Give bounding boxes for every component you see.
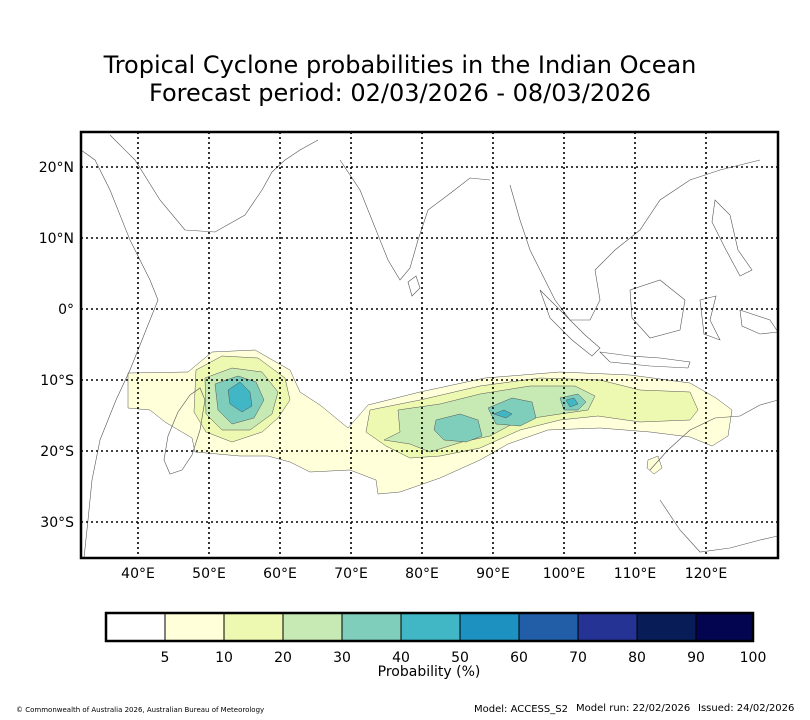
colorbar-tick: 30 [333, 650, 351, 666]
copyright-notice: © Commonwealth of Australia 2026, Austra… [16, 706, 265, 714]
lat-label: 20°N [39, 160, 74, 176]
probability-contours [127, 349, 733, 495]
madagascar-coastline [163, 387, 206, 475]
map-plot-area [81, 132, 778, 558]
colorbar-tick: 50 [451, 650, 469, 666]
lon-label: 40°E [121, 566, 155, 582]
ocean-background [81, 132, 778, 558]
lat-label: 10°N [39, 231, 74, 247]
model-name: Model: ACCESS_S2 [474, 704, 568, 715]
graticule [81, 132, 778, 558]
colorbar-swatch [637, 613, 696, 641]
contour-30-band-a [433, 413, 483, 443]
map-title-line1: Tropical Cyclone probabilities in the In… [103, 51, 697, 79]
coastlines [81, 134, 778, 558]
lat-label: 30°S [40, 515, 74, 531]
colorbar-swatch [283, 613, 342, 641]
colorbar-tick: 5 [160, 650, 170, 666]
colorbar-swatch [165, 613, 224, 641]
lon-label: 80°E [405, 566, 439, 582]
india-coastline [339, 159, 491, 281]
lon-label: 110°E [614, 566, 657, 582]
australia-south-coastline [659, 499, 778, 553]
colorbar-swatch [696, 613, 753, 641]
colorbar-swatch [578, 613, 637, 641]
colorbar-tick: 100 [739, 650, 767, 666]
colorbar-tick: 90 [687, 650, 705, 666]
lon-label: 60°E [263, 566, 297, 582]
java-coastline [599, 351, 691, 369]
contour-30-band-b [487, 397, 537, 427]
arabia-coastline [109, 134, 319, 233]
colorbar-tick: 20 [274, 650, 292, 666]
colorbar-tick: 10 [215, 650, 233, 666]
australia-coastline [649, 399, 778, 471]
contour-40-west [227, 381, 253, 413]
lon-label: 120°E [685, 566, 728, 582]
contour-20-band [383, 385, 596, 453]
contour-40-band [493, 409, 513, 419]
borneo-coastline [629, 279, 686, 339]
map-title-line2: Forecast period: 02/03/2026 - 08/03/2026 [149, 79, 651, 107]
contour-40-band-b [565, 397, 579, 408]
lat-label: 10°S [40, 373, 74, 389]
lat-label: 0° [58, 302, 74, 318]
lon-label: 100°E [543, 566, 586, 582]
new-guinea-coastline [739, 309, 778, 335]
colorbar-swatch [342, 613, 401, 641]
colorbar-swatch [519, 613, 578, 641]
srilanka-coastline [407, 275, 421, 297]
latitude-labels: 20°N 10°N 0° 10°S 20°S 30°S [39, 160, 74, 531]
southeast-asia-coastline [509, 159, 761, 321]
colorbar-tick: 40 [392, 650, 410, 666]
issued-date: Issued: 24/02/2026 [698, 703, 795, 714]
sumatra-coastline [539, 289, 601, 357]
lat-label: 20°S [40, 444, 74, 460]
colorbar-tick: 70 [569, 650, 587, 666]
model-run-date: Model run: 22/02/2026 [576, 703, 691, 714]
colorbar-swatch [460, 613, 519, 641]
colorbar [104, 611, 755, 643]
longitude-labels: 40°E 50°E 60°E 70°E 80°E 90°E 100°E 110°… [121, 566, 727, 582]
colorbar-frame [104, 611, 755, 643]
lon-label: 70°E [334, 566, 368, 582]
colorbar-tick: 60 [510, 650, 528, 666]
colorbar-tick: 80 [628, 650, 646, 666]
colorbar-label: Probability (%) [377, 664, 481, 680]
philippines-coastline [711, 199, 753, 277]
africa-coastline [81, 149, 159, 558]
lon-label: 90°E [476, 566, 510, 582]
sulawesi-coastline [699, 295, 721, 341]
colorbar-swatch [401, 613, 460, 641]
lon-label: 50°E [192, 566, 226, 582]
map-frame [79, 130, 780, 560]
colorbar-swatch [106, 613, 165, 641]
colorbar-swatch [224, 613, 283, 641]
